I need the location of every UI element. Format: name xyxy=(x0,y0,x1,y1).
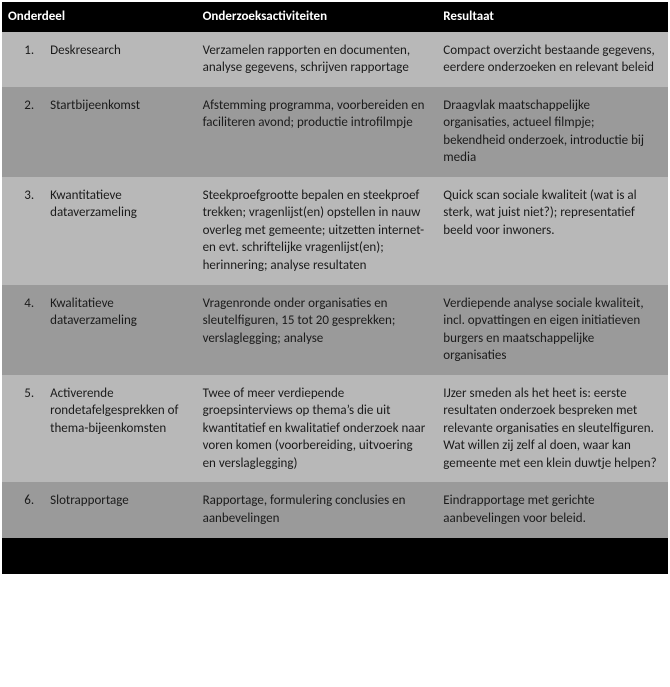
cell-activiteiten: Rapportage, formulering conclusies en aa… xyxy=(197,482,438,537)
row-number: 1. xyxy=(2,32,44,87)
cell-onderdeel: Kwantitatieve dataverzameling xyxy=(44,177,196,285)
header-resultaat: Resultaat xyxy=(437,2,668,32)
footer-row xyxy=(2,538,668,574)
row-number: 4. xyxy=(2,285,44,375)
header-onderzoeksactiviteiten: Onderzoeksactiviteiten xyxy=(197,2,438,32)
cell-resultaat: Compact overzicht bestaande gegevens, ee… xyxy=(437,32,668,87)
table-row: 3. Kwantitatieve dataverzameling Steekpr… xyxy=(2,177,668,285)
row-number: 5. xyxy=(2,375,44,483)
row-number: 2. xyxy=(2,87,44,177)
research-table-wrap: Onderdeel Onderzoeksactiviteiten Resulta… xyxy=(0,0,670,576)
cell-resultaat: Verdiepende analyse sociale kwaliteit, i… xyxy=(437,285,668,375)
cell-resultaat: Quick scan sociale kwaliteit (wat is al … xyxy=(437,177,668,285)
cell-onderdeel: Activerende rondetafelgesprekken of them… xyxy=(44,375,196,483)
cell-activiteiten: Vragenronde onder organisaties en sleute… xyxy=(197,285,438,375)
cell-onderdeel: Kwalitatieve dataverzameling xyxy=(44,285,196,375)
cell-onderdeel: Deskresearch xyxy=(44,32,196,87)
header-row: Onderdeel Onderzoeksactiviteiten Resulta… xyxy=(2,2,668,32)
cell-activiteiten: Steekproefgrootte bepalen en steekproef … xyxy=(197,177,438,285)
table-row: 4. Kwalitatieve dataverzameling Vragenro… xyxy=(2,285,668,375)
table-row: 2. Startbijeenkomst Afstemming programma… xyxy=(2,87,668,177)
header-onderdeel: Onderdeel xyxy=(2,2,197,32)
cell-resultaat: Eindrapportage met gerichte aanbevelinge… xyxy=(437,482,668,537)
table-row: 1. Deskresearch Verzamelen rapporten en … xyxy=(2,32,668,87)
cell-activiteiten: Afstemming programma, voorbereiden en fa… xyxy=(197,87,438,177)
footer-cell xyxy=(2,538,668,574)
cell-activiteiten: Twee of meer verdiepende groepsinterview… xyxy=(197,375,438,483)
cell-resultaat: IJzer smeden als het heet is: eerste res… xyxy=(437,375,668,483)
row-number: 6. xyxy=(2,482,44,537)
row-number: 3. xyxy=(2,177,44,285)
table-row: 6. Slotrapportage Rapportage, formulerin… xyxy=(2,482,668,537)
cell-resultaat: Draagvlak maatschappelijke organisaties,… xyxy=(437,87,668,177)
cell-activiteiten: Verzamelen rapporten en documenten, anal… xyxy=(197,32,438,87)
cell-onderdeel: Slotrapportage xyxy=(44,482,196,537)
table-row: 5. Activerende rondetafelgesprekken of t… xyxy=(2,375,668,483)
cell-onderdeel: Startbijeenkomst xyxy=(44,87,196,177)
research-table: Onderdeel Onderzoeksactiviteiten Resulta… xyxy=(2,2,668,574)
